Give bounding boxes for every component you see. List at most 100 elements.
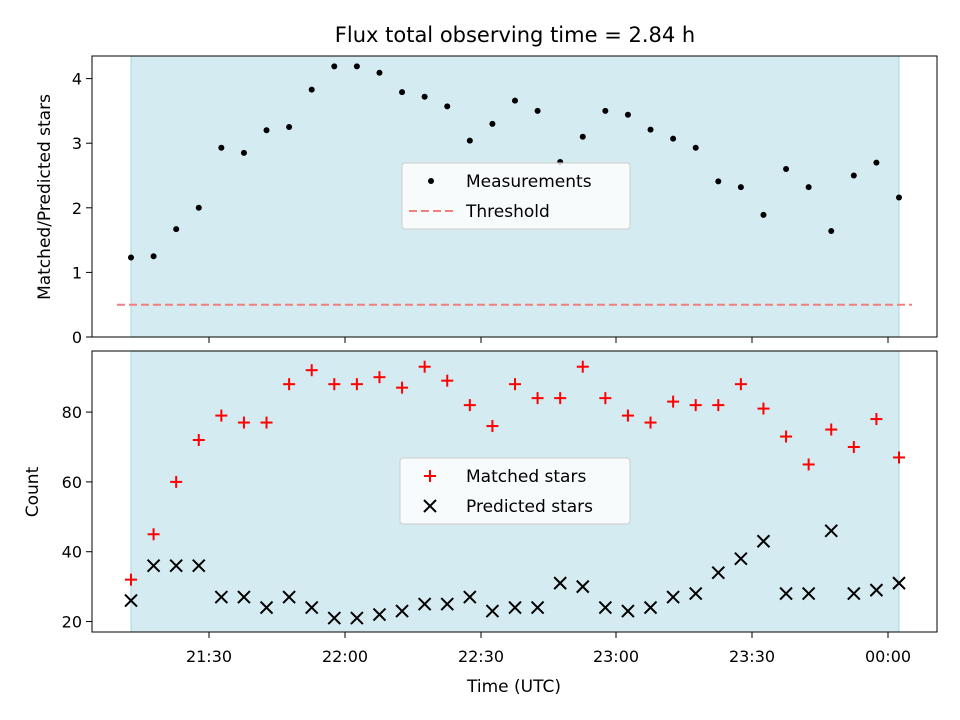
measurement-point [783,166,790,173]
predicted-star-diag2 [621,604,635,618]
count-points [124,360,906,625]
matched-star-point [305,364,318,377]
measurement-point [263,127,270,134]
predicted-star-diag2 [237,590,251,604]
measurement-point [828,228,835,235]
y-tick-label: 80 [62,403,82,422]
predicted-star-point [734,551,748,566]
predicted-star-point [711,565,726,580]
predicted-star-diag2 [192,558,206,573]
measurement-point [850,172,857,179]
predicted-star-diag2 [756,534,771,548]
predicted-star-diag2 [688,586,703,601]
predicted-star-point [824,524,838,538]
measurement-point [376,69,383,76]
predicted-star-diag2 [169,558,183,573]
top-y-ticks: 0 1 2 3 4 [72,70,92,347]
predicted-star-point [847,586,861,601]
predicted-star-diag2 [643,600,658,615]
predicted-star-point [372,607,387,622]
measurement-point [737,184,744,191]
predicted-star-diag2 [282,590,296,604]
top-axes-frame [91,55,938,338]
matched-star-point [260,416,273,429]
matched-star-point [825,423,838,436]
measurement-point [489,120,496,127]
matched-star-point [192,434,205,447]
bottom-legend: Matched stars Predicted stars [399,457,631,525]
matched-star-point [509,378,521,391]
predicted-star-point [237,590,251,604]
predicted-star-point [350,611,364,625]
matched-star-point [418,360,431,373]
matched-star-point [328,378,341,391]
measurement-point [873,159,880,166]
predicted-star-point [214,590,229,604]
matched-star-point [441,374,454,387]
bottom-y-ticks: 20 40 60 80 [62,403,92,632]
predicted-star-diag2 [734,551,748,566]
matched-star-point [463,399,476,412]
predicted-star-point [282,590,296,604]
predicted-star-diag2 [711,565,726,580]
predicted-star-point [553,576,567,590]
legend-matched-label: Matched stars [466,467,586,487]
legend-measurements-marker [428,178,434,184]
x-tick-label: 23:30 [729,647,775,666]
matched-star-point [893,451,905,464]
measurement-point [896,194,902,201]
matched-star-point [125,573,137,586]
predicted-star-point [440,597,454,611]
y-tick-label: 3 [72,134,82,153]
predicted-star-point [576,579,590,594]
matched-star-point [486,420,499,433]
measurement-point [150,253,157,260]
predicted-star-diag2 [530,600,545,615]
bottom-x-ticks: 21:30 22:00 22:30 23:00 23:30 00:00 [186,632,911,666]
predicted-star-point [485,604,500,618]
predicted-star-diag2 [259,600,274,615]
top-x-ticks [208,337,889,343]
y-tick-label: 40 [62,543,82,562]
predicted-star-diag2 [146,558,161,573]
matched-star-point [237,416,250,429]
bottom-axes-frame [91,350,938,633]
matched-star-point [757,402,770,415]
top-legend-box [401,162,631,230]
measurement-point [444,103,451,110]
y-tick-label: 20 [62,613,82,632]
y-tick-label: 2 [72,199,82,218]
predicted-star-point [259,600,274,615]
matched-star-point [734,378,747,391]
measurement-point [647,126,654,133]
legend-threshold-label: Threshold [465,202,550,222]
x-tick-label: 22:30 [458,647,504,666]
predicted-star-point [892,576,906,590]
matched-star-point [847,440,860,453]
measurement-point [715,178,722,185]
measurement-point [286,124,293,131]
predicted-star-diag2 [801,586,816,601]
x-tick-label: 23:00 [593,647,639,666]
top-panel: 0 1 2 3 4 Matched/Predicted stars Measuremen… [35,55,938,347]
predicted-star-diag2 [440,597,454,611]
predicted-star-diag2 [869,583,884,597]
x-tick-label: 21:30 [186,647,232,666]
matched-star-point [667,395,680,408]
matched-star-point [373,371,386,384]
measurement-point [218,144,225,151]
matched-star-point [147,528,160,541]
predicted-star-point [327,611,342,625]
predicted-star-point [508,600,522,615]
legend-matched-marker [424,470,436,482]
predicted-star-point [598,600,613,615]
matched-star-point [554,392,567,405]
measurement-point [670,135,677,142]
predicted-star-diag2 [576,579,590,594]
measurement-point [173,226,180,233]
matched-star-point [576,360,589,373]
predicted-star-point [304,600,319,615]
predicted-star-point [530,600,545,615]
